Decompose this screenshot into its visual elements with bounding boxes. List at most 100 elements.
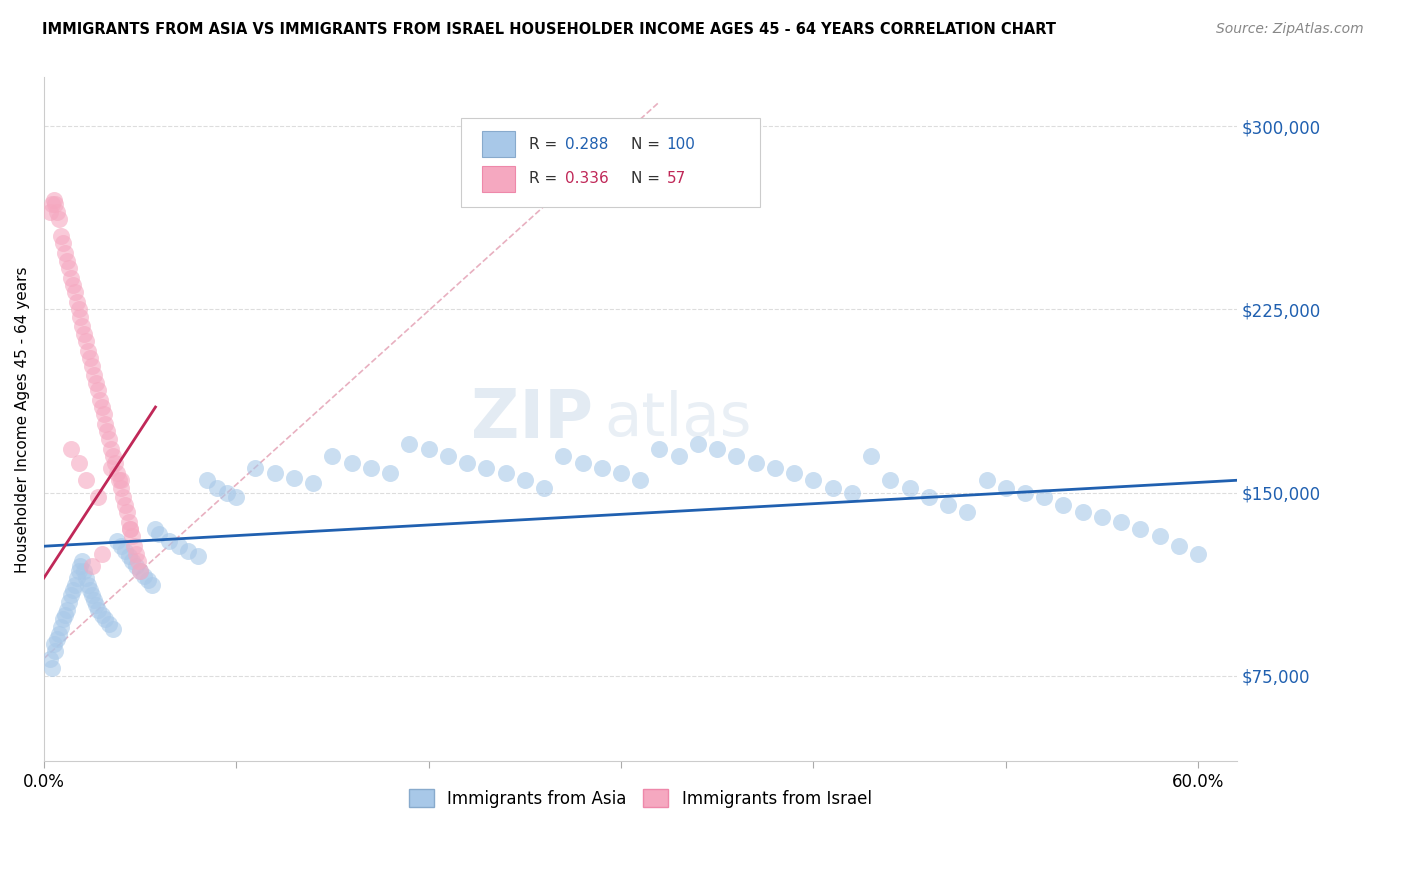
Point <box>87 603 110 617</box>
Point <box>1129 522 1152 536</box>
Point <box>360 461 382 475</box>
Point <box>744 456 766 470</box>
Point <box>706 442 728 456</box>
Point <box>80 359 103 373</box>
Point <box>115 505 138 519</box>
Point <box>75 334 97 348</box>
Text: 100: 100 <box>666 137 696 152</box>
Point <box>63 285 86 300</box>
Point <box>90 547 112 561</box>
Point <box>725 449 748 463</box>
Text: N =: N = <box>631 137 665 152</box>
Point <box>114 544 136 558</box>
Point <box>145 522 167 536</box>
FancyBboxPatch shape <box>482 131 515 157</box>
Point <box>841 485 863 500</box>
Point <box>1033 491 1056 505</box>
Point <box>108 473 131 487</box>
Point <box>77 578 100 592</box>
Point <box>821 481 844 495</box>
Point <box>75 571 97 585</box>
Point <box>117 515 139 529</box>
Point <box>245 461 267 475</box>
Point <box>898 481 921 495</box>
Point <box>121 529 143 543</box>
Point <box>1109 515 1132 529</box>
Point <box>101 622 124 636</box>
Point <box>101 449 124 463</box>
Point <box>125 547 148 561</box>
Point <box>1052 498 1074 512</box>
Point <box>686 436 709 450</box>
Point <box>59 270 82 285</box>
Legend: Immigrants from Asia, Immigrants from Israel: Immigrants from Asia, Immigrants from Is… <box>402 783 879 814</box>
Point <box>571 456 593 470</box>
Point <box>340 456 363 470</box>
Point <box>110 473 132 487</box>
Point <box>100 442 122 456</box>
Point <box>437 449 460 463</box>
Point <box>763 461 786 475</box>
Point <box>215 485 238 500</box>
Point <box>48 627 70 641</box>
Point <box>302 475 325 490</box>
Point <box>73 326 96 341</box>
Point <box>79 583 101 598</box>
Point <box>513 473 536 487</box>
Point <box>77 343 100 358</box>
Point <box>105 534 128 549</box>
Point <box>79 351 101 366</box>
Point <box>110 481 132 495</box>
Point <box>94 417 117 431</box>
Point <box>96 425 118 439</box>
Point <box>956 505 979 519</box>
Point <box>44 644 66 658</box>
Point <box>73 564 96 578</box>
Point <box>67 302 90 317</box>
Point <box>860 449 883 463</box>
Point <box>114 498 136 512</box>
Point <box>1071 505 1094 519</box>
Y-axis label: Householder Income Ages 45 - 64 years: Householder Income Ages 45 - 64 years <box>15 266 30 573</box>
Point <box>378 466 401 480</box>
Point <box>46 632 69 646</box>
Point <box>117 549 139 563</box>
Point <box>41 661 63 675</box>
Point <box>283 471 305 485</box>
Point <box>177 544 200 558</box>
Point <box>205 481 228 495</box>
Point <box>879 473 901 487</box>
Point <box>46 204 69 219</box>
Point <box>1149 529 1171 543</box>
Point <box>98 432 121 446</box>
Point <box>69 558 91 573</box>
Point <box>72 554 94 568</box>
Point <box>38 651 60 665</box>
Text: N =: N = <box>631 171 665 186</box>
Point <box>53 246 76 260</box>
Point <box>127 554 149 568</box>
Point <box>94 612 117 626</box>
Point <box>89 392 111 407</box>
Point <box>62 277 84 292</box>
Point <box>197 473 219 487</box>
Point <box>59 442 82 456</box>
Point <box>628 473 651 487</box>
Point <box>90 607 112 622</box>
Point <box>136 574 159 588</box>
Point <box>533 481 555 495</box>
Point <box>668 449 690 463</box>
Point <box>65 295 87 310</box>
Point <box>321 449 343 463</box>
Point <box>124 539 146 553</box>
Point <box>125 558 148 573</box>
Point <box>111 491 134 505</box>
Point <box>129 564 152 578</box>
Point <box>187 549 209 563</box>
Point <box>59 588 82 602</box>
Point <box>1014 485 1036 500</box>
Point <box>67 564 90 578</box>
Point <box>141 578 163 592</box>
Point <box>994 481 1017 495</box>
Point <box>51 229 73 244</box>
